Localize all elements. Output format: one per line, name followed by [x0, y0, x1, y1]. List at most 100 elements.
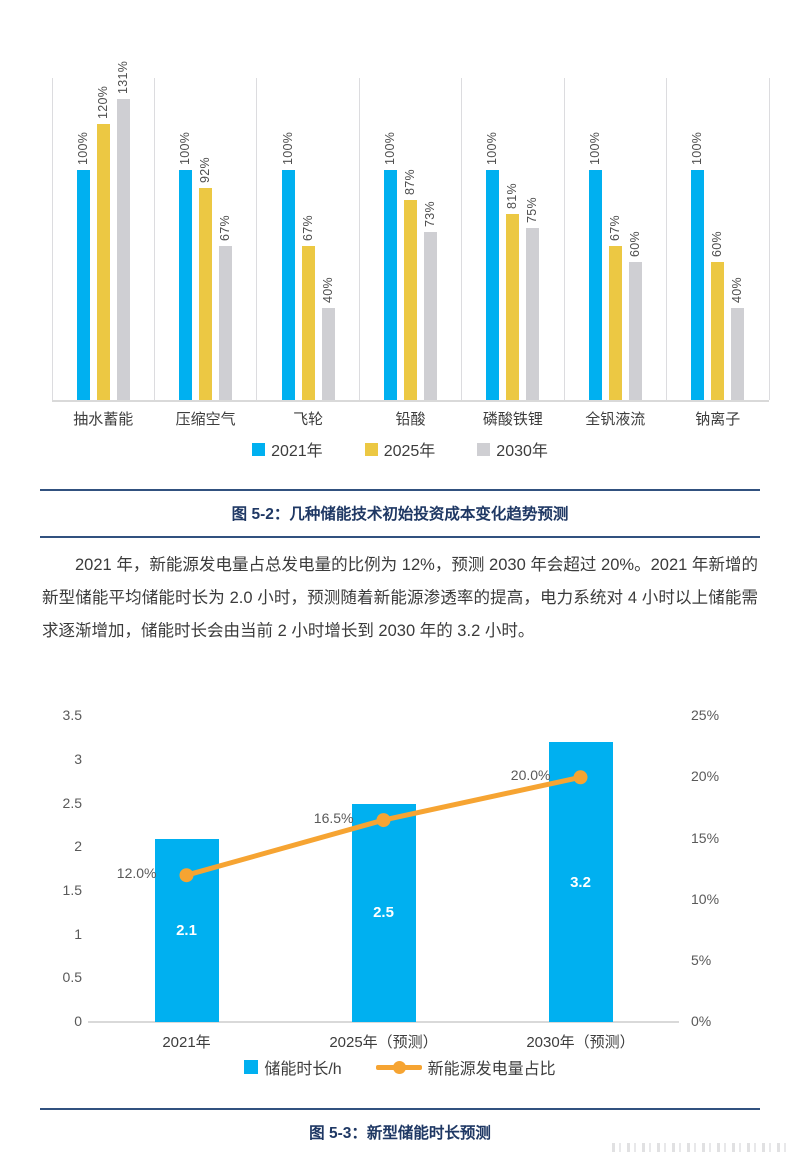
cropped-watermark: [612, 1143, 790, 1152]
bar: [199, 188, 213, 400]
category-label: 钠离子: [695, 411, 741, 428]
category-label: 抽水蓄能: [73, 411, 134, 428]
x-axis-category-label: 2030年（预测）: [526, 1034, 635, 1051]
category-label: 铅酸: [395, 411, 426, 428]
left-axis-tick-label: 2: [74, 838, 82, 855]
right-axis-tick-label: 10%: [691, 890, 720, 907]
category-separator-line: [153, 78, 155, 400]
legend-item-2021: 2021年: [252, 437, 323, 461]
legend-label-duration: 储能时长/h: [264, 1061, 342, 1078]
bar: [506, 213, 520, 400]
caption-rule-bottom: [40, 536, 760, 538]
right-axis-tick-label: 20%: [691, 768, 720, 785]
category-label: 压缩空气: [175, 411, 236, 428]
bar-value-label: 40%: [730, 277, 745, 303]
category-separator-line: [768, 78, 770, 400]
legend-item-2025: 2025年: [364, 437, 436, 461]
cost-trend-legend: 2021年 2025年 2030年: [0, 437, 800, 461]
legend-item-renewable-share: 新能源发电量占比: [375, 1055, 556, 1079]
bar-value-label: 100%: [75, 131, 90, 165]
left-axis-tick-label: 2.5: [62, 794, 82, 811]
duration-legend: 储能时长/h 新能源发电量占比: [0, 1055, 800, 1079]
legend-line-marker-icon: [375, 1060, 422, 1074]
line-point-label: 12.0%: [116, 865, 157, 882]
left-axis-tick-label: 3: [74, 750, 82, 767]
left-axis-tick-label: 1.5: [62, 881, 82, 898]
bar: [588, 170, 602, 400]
left-axis-tick-label: 0: [74, 1013, 82, 1029]
bar-value-label: 87%: [403, 168, 417, 195]
bar: [76, 170, 90, 400]
legend-swatch-2021: [252, 442, 266, 456]
bar-value-label: 67%: [607, 214, 622, 241]
bar: [486, 170, 500, 400]
bar-value-label: 81%: [505, 182, 520, 209]
line-point-label: 16.5%: [313, 810, 354, 827]
duration-bar: 3.2: [548, 742, 613, 1022]
left-axis-tick-label: 0.5: [62, 969, 82, 986]
left-axis-tick-label: 1: [74, 925, 82, 942]
bar: [731, 308, 745, 400]
line-marker: [376, 813, 391, 828]
bar: [179, 170, 193, 400]
category-separator-line: [358, 78, 360, 400]
x-axis-category-label: 2025年（预测）: [329, 1034, 438, 1051]
figure-5-2-caption: 图 5-2：几种储能技术初始投资成本变化趋势预测: [231, 506, 569, 523]
bar-value-label: 92%: [198, 157, 213, 184]
bar-value-label: 60%: [627, 231, 642, 257]
category-label: 全钒液流: [585, 411, 646, 428]
cost-trend-chart: 100% 120% 131% 抽水蓄能 100% 92% 67% 压缩空气 100% 67% 40%…: [0, 0, 800, 470]
line-marker: [573, 770, 588, 785]
figure-5-2-caption-block: 图 5-2：几种储能技术初始投资成本变化趋势预测: [40, 489, 760, 538]
caption-rule-top: [40, 489, 760, 491]
bar-value-label: 100%: [178, 131, 193, 165]
bar: [404, 199, 417, 400]
bar: [608, 245, 622, 400]
bar: [384, 170, 397, 400]
bar: [219, 245, 233, 400]
category-separator-line: [461, 78, 463, 400]
legend-item-2030: 2030年: [477, 437, 548, 461]
bar-value-label: 100%: [280, 131, 295, 165]
cost-trend-plot: 100% 120% 131% 抽水蓄能 100% 92% 67% 压缩空气 100% 67% 40%…: [0, 0, 800, 470]
line-marker: [179, 868, 194, 883]
duration-bar: 2.5: [351, 803, 416, 1022]
bar-value-label: 60%: [710, 231, 725, 257]
legend-item-duration: 储能时长/h: [244, 1055, 342, 1079]
bar: [321, 308, 335, 400]
legend-label-2025: 2025年: [383, 443, 436, 460]
bar-value-label: 40%: [320, 277, 335, 303]
legend-swatch-2030: [477, 442, 491, 456]
right-axis-tick-label: 0%: [691, 1013, 712, 1029]
bar-value-label: 67%: [300, 214, 315, 241]
category-label: 磷酸铁锂: [482, 411, 543, 428]
right-axis-tick-label: 25%: [691, 707, 720, 724]
duration-forecast-plot: 3.5 3 2.5 2 1.5 1 0.5 0 25% 20% 15% 10% 5% 0% 2.1 2021年…: [0, 700, 800, 1092]
x-axis-line: [88, 1021, 679, 1023]
category-separator-line: [563, 78, 565, 400]
x-axis-line: [52, 400, 769, 402]
right-axis-tick-label: 5%: [691, 951, 712, 968]
bar: [96, 124, 110, 400]
bar-value-label: 131%: [115, 60, 130, 94]
category-label: 飞轮: [293, 411, 324, 428]
figure-5-3-caption: 图 5-3：新型储能时长预测: [309, 1125, 491, 1142]
bar: [281, 170, 295, 400]
right-axis-tick-label: 15%: [691, 829, 720, 846]
duration-forecast-chart: 3.5 3 2.5 2 1.5 1 0.5 0 25% 20% 15% 10% 5% 0% 2.1 2021年…: [0, 700, 800, 1092]
legend-swatch-2025: [364, 442, 378, 456]
legend-label-renewable-share: 新能源发电量占比: [427, 1061, 556, 1078]
bar-value-label: 100%: [690, 131, 705, 165]
figure-5-3-caption-block: 图 5-3：新型储能时长预测: [40, 1108, 760, 1155]
legend-swatch-duration: [244, 1060, 259, 1074]
bar: [301, 245, 315, 400]
bar: [711, 262, 725, 400]
legend-label-2030: 2030年: [496, 443, 548, 460]
bar-value-label: 100%: [383, 131, 397, 165]
bar-value-label: 100%: [587, 131, 602, 165]
line-point-label: 20.0%: [510, 767, 551, 784]
bar: [628, 262, 642, 400]
left-axis-tick-label: 3.5: [62, 707, 82, 724]
category-separator-line: [256, 78, 258, 400]
